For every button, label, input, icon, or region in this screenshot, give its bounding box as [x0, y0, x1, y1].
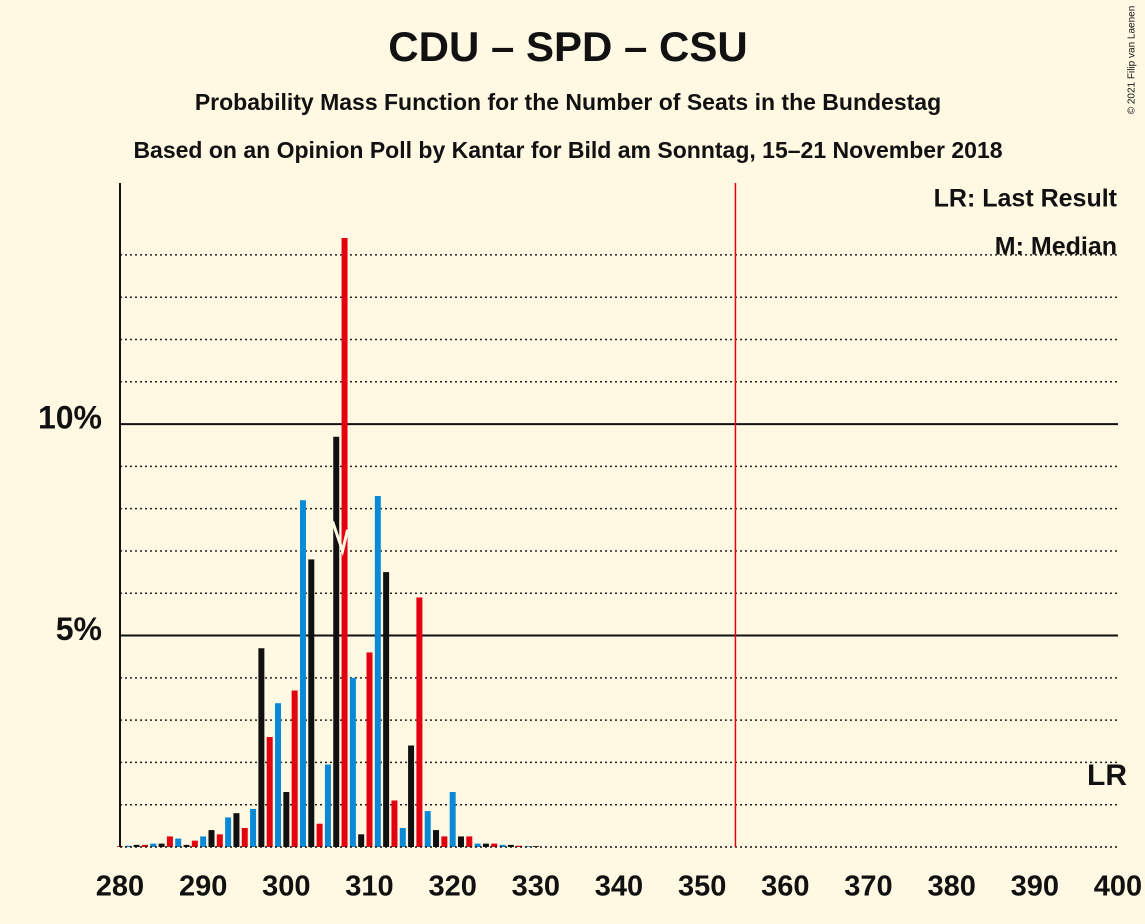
chart-subtitle: Based on an Opinion Poll by Kantar for B…	[133, 137, 1002, 163]
bar	[482, 843, 489, 847]
legend-entry: M: Median	[995, 233, 1117, 261]
bar	[457, 836, 464, 847]
bar	[183, 844, 190, 847]
bar	[308, 559, 315, 847]
bar	[299, 500, 306, 847]
bar	[416, 597, 423, 847]
bar	[374, 495, 381, 847]
bar	[150, 843, 157, 847]
x-tick-label: 280	[96, 871, 144, 903]
chart-title: CDU – SPD – CSU	[388, 23, 747, 70]
x-tick-label: 330	[512, 871, 560, 903]
copyright: © 2021 Filip van Laenen	[1127, 6, 1138, 115]
bar	[383, 572, 390, 847]
x-tick-label: 370	[844, 871, 892, 903]
bar	[316, 823, 323, 847]
bar	[507, 844, 514, 847]
bar	[391, 800, 398, 847]
bar	[266, 737, 273, 847]
bar	[241, 827, 248, 847]
bar	[175, 838, 182, 847]
bar	[441, 836, 448, 847]
bar	[449, 792, 456, 847]
bar	[200, 836, 207, 847]
bar	[433, 830, 440, 847]
bar	[291, 690, 298, 847]
y-tick-label: 5%	[56, 611, 102, 647]
x-tick-label: 300	[262, 871, 310, 903]
bar	[474, 843, 481, 847]
bar	[524, 846, 531, 847]
x-tick-label: 360	[761, 871, 809, 903]
bar	[349, 677, 356, 847]
x-tick-label: 340	[595, 871, 643, 903]
x-tick-label: 390	[1011, 871, 1059, 903]
bar	[191, 840, 198, 847]
bar	[258, 648, 265, 847]
bar	[358, 834, 365, 847]
bar	[491, 843, 498, 847]
bar	[516, 845, 523, 847]
bar	[283, 792, 290, 847]
bar	[499, 844, 506, 847]
bar	[275, 703, 282, 847]
bar	[399, 827, 406, 847]
chart-subtitle: Probability Mass Function for the Number…	[195, 89, 941, 115]
x-tick-label: 380	[927, 871, 975, 903]
median-marker	[331, 520, 350, 557]
lr-label: LR	[1087, 759, 1127, 792]
bar	[208, 830, 215, 847]
bar	[333, 436, 340, 847]
x-tick-label: 320	[428, 871, 476, 903]
bar	[424, 811, 431, 847]
y-tick-label: 10%	[38, 400, 102, 436]
x-tick-label: 350	[678, 871, 726, 903]
bar	[141, 844, 148, 847]
bar	[466, 836, 473, 847]
x-tick-label: 310	[345, 871, 393, 903]
bar	[324, 764, 331, 847]
bar	[125, 845, 132, 847]
bar	[166, 836, 173, 847]
x-tick-label: 400	[1094, 871, 1142, 903]
x-tick-label: 290	[179, 871, 227, 903]
bar	[250, 808, 257, 847]
bar	[366, 652, 373, 847]
bar	[225, 817, 232, 847]
bar	[158, 843, 165, 847]
bar	[408, 745, 415, 847]
bar	[233, 813, 240, 847]
bar	[133, 844, 140, 847]
legend-entry: LR: Last Result	[934, 185, 1118, 213]
bar	[216, 834, 223, 847]
